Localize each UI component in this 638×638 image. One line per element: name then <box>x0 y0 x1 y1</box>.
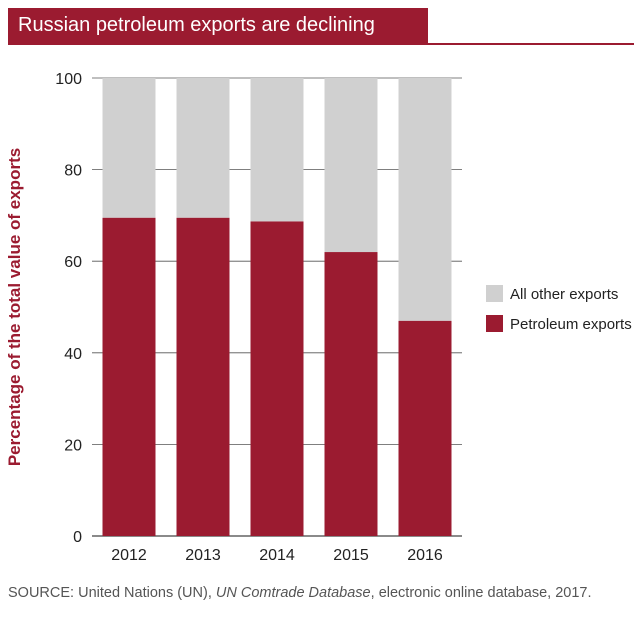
legend-all-other-exports-label: All other exports <box>510 286 618 303</box>
legend-petroleum-exports-label: Petroleum exports <box>510 316 632 333</box>
source-note: SOURCE: United Nations (UN), UN Comtrade… <box>8 583 628 603</box>
bar-petroleum-2012 <box>102 217 156 536</box>
legend-all-other-exports-swatch <box>486 285 503 302</box>
bar-petroleum-2013 <box>176 217 230 536</box>
y-tick-label: 100 <box>55 71 82 88</box>
y-tick-label: 60 <box>64 254 82 271</box>
x-tick-label: 2016 <box>407 547 443 564</box>
bar-petroleum-2014 <box>250 221 304 536</box>
bar-petroleum-2016 <box>398 320 452 536</box>
source-suffix: , electronic online database, 2017. <box>370 585 592 601</box>
y-tick-label: 80 <box>64 163 82 180</box>
y-axis-title: Percentage of the total value of exports <box>5 148 24 466</box>
source-prefix: SOURCE: United Nations (UN), <box>8 585 216 601</box>
x-tick-label: 2012 <box>111 547 147 564</box>
source-database-name: UN Comtrade Database <box>215 585 371 601</box>
x-tick-label: 2014 <box>259 547 295 564</box>
y-tick-label: 20 <box>64 437 82 454</box>
title-rule <box>8 43 634 45</box>
y-tick-label: 40 <box>64 346 82 363</box>
x-tick-label: 2015 <box>333 547 369 564</box>
title-bar: Russian petroleum exports are declining <box>8 8 428 44</box>
bar-other-2014 <box>250 78 304 222</box>
chart-title: Russian petroleum exports are declining <box>18 14 375 36</box>
legend-petroleum-exports-swatch <box>486 315 503 332</box>
bar-other-2016 <box>398 78 452 321</box>
bar-other-2015 <box>324 78 378 253</box>
y-tick-label: 0 <box>73 529 82 546</box>
x-tick-label: 2013 <box>185 547 221 564</box>
stacked-bar-chart: 0 20 40 60 80 100 Percentage of the total valu… <box>5 71 632 564</box>
bar-other-2012 <box>102 78 156 218</box>
bar-petroleum-2015 <box>324 252 378 537</box>
bar-other-2013 <box>176 78 230 218</box>
